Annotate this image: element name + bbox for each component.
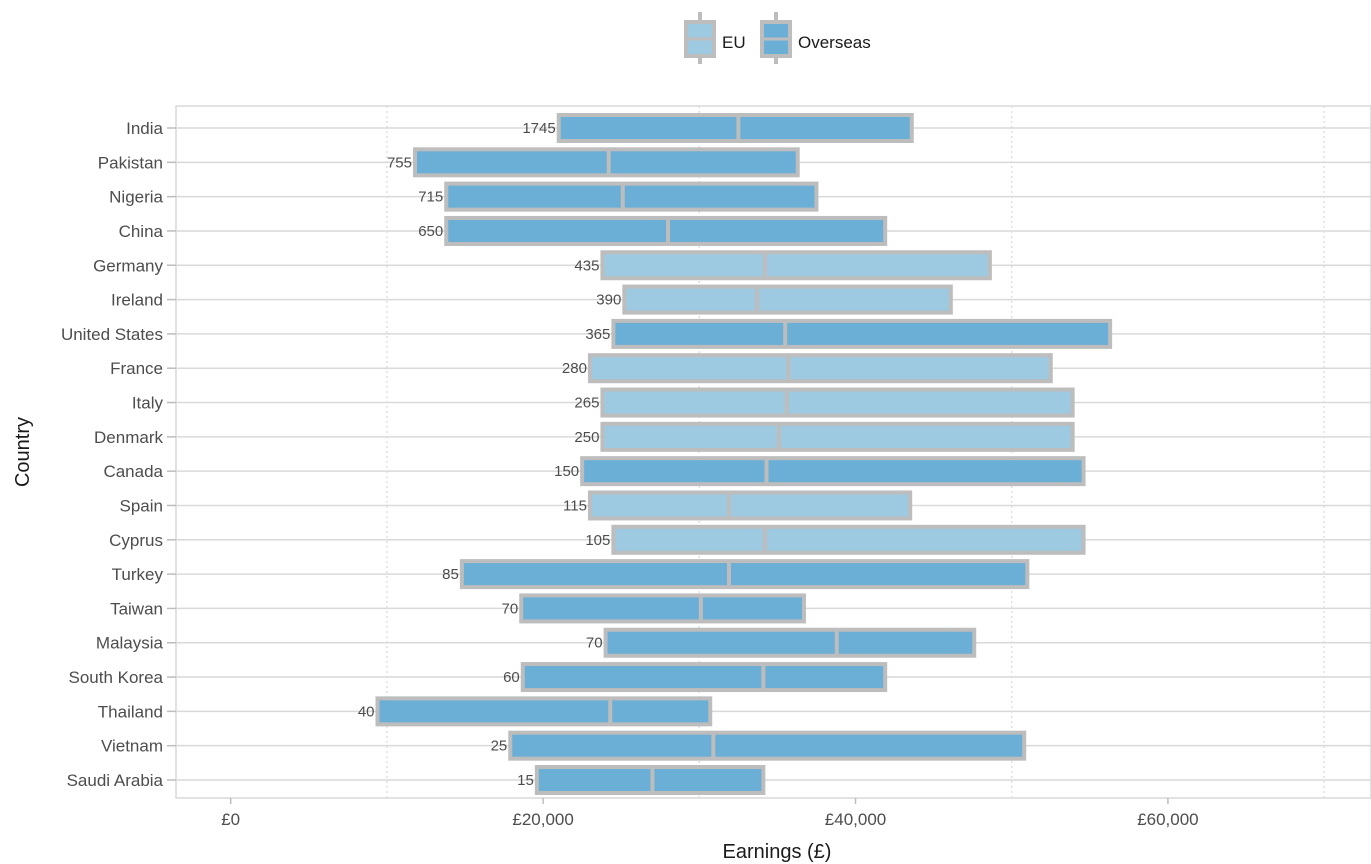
bar-range — [600, 250, 992, 281]
legend-key — [684, 12, 716, 64]
y-tick-label: Germany — [93, 256, 163, 275]
bar-cyprus — [611, 524, 1086, 555]
bar-china — [444, 215, 888, 246]
x-tick-label: £20,000 — [512, 810, 573, 829]
bar-range — [508, 730, 1027, 761]
count-label: 1745 — [522, 120, 555, 137]
y-tick-label: Taiwan — [110, 599, 163, 618]
bar-range — [375, 696, 713, 727]
bar-taiwan — [519, 593, 806, 624]
y-tick-label: Nigeria — [109, 188, 163, 207]
count-label: 105 — [585, 532, 610, 549]
y-tick-labels: India Pakistan Nigeria China Germany Ireland U… — [61, 119, 176, 790]
bar-range — [600, 387, 1075, 418]
count-label: 70 — [586, 635, 603, 652]
bar-range — [611, 318, 1113, 349]
x-axis-title: Earnings (£) — [723, 841, 832, 863]
y-tick-label: United States — [61, 325, 163, 344]
count-label: 715 — [418, 189, 443, 206]
x-tick-label: £0 — [221, 810, 240, 829]
count-label: 150 — [554, 463, 579, 480]
legend-label: EU — [722, 33, 746, 52]
bar-range — [600, 421, 1075, 452]
bar-thailand — [375, 696, 713, 727]
bar-united-states — [611, 318, 1113, 349]
count-label: 15 — [517, 772, 534, 789]
bar-range — [580, 456, 1086, 487]
count-label: 70 — [502, 600, 519, 617]
bar-ireland — [622, 284, 953, 315]
bar-india — [556, 113, 914, 143]
count-label: 365 — [585, 326, 610, 343]
count-label: 60 — [503, 669, 520, 686]
count-label: 755 — [387, 154, 412, 171]
bar-nigeria — [444, 181, 819, 212]
y-tick-label: Canada — [103, 462, 163, 481]
bar-malaysia — [603, 627, 977, 658]
bar-denmark — [600, 421, 1075, 452]
bar-range — [413, 147, 800, 178]
bar-vietnam — [508, 730, 1027, 761]
bar-saudi-arabia — [534, 765, 766, 795]
bar-range — [622, 284, 953, 315]
legend-key — [760, 12, 792, 64]
count-label: 435 — [574, 257, 599, 274]
bar-range — [534, 765, 766, 795]
count-label: 265 — [574, 395, 599, 412]
bar-italy — [600, 387, 1075, 418]
bar-range — [587, 490, 913, 521]
legend-item-overseas: Overseas — [760, 12, 871, 64]
bar-canada — [580, 456, 1086, 487]
legend-item-eu: EU — [684, 12, 746, 64]
bars — [375, 113, 1113, 795]
y-tick-label: Spain — [120, 496, 163, 515]
y-tick-label: Italy — [132, 394, 164, 413]
y-tick-label: France — [110, 359, 163, 378]
x-tick-labels: £0 £20,000 £40,000 £60,000 — [221, 798, 1199, 829]
count-label: 650 — [418, 223, 443, 240]
y-tick-label: Cyprus — [109, 531, 163, 550]
y-tick-label: Saudi Arabia — [67, 771, 164, 790]
y-tick-label: Vietnam — [101, 737, 163, 756]
bar-range — [444, 215, 888, 246]
count-label: 115 — [563, 497, 587, 514]
y-tick-label: Denmark — [94, 428, 163, 447]
y-tick-label: Pakistan — [98, 153, 163, 172]
y-tick-label: Turkey — [112, 565, 164, 584]
x-tick-label: £40,000 — [825, 810, 886, 829]
legend: EU Overseas — [684, 12, 871, 64]
count-label: 280 — [562, 360, 587, 377]
y-axis-title: Country — [12, 417, 34, 487]
bar-france — [587, 353, 1053, 384]
bar-range — [611, 524, 1086, 555]
bar-range — [444, 181, 819, 212]
y-tick-label: Ireland — [111, 291, 163, 310]
count-label: 390 — [596, 292, 621, 309]
y-tick-label: India — [126, 119, 163, 138]
legend-label: Overseas — [798, 33, 871, 52]
y-tick-label: China — [119, 222, 164, 241]
bar-spain — [587, 490, 913, 521]
bar-range — [520, 662, 888, 693]
bar-range — [587, 353, 1053, 384]
bar-pakistan — [413, 147, 800, 178]
count-label: 25 — [491, 738, 508, 755]
bar-range — [459, 559, 1030, 590]
count-label: 250 — [574, 429, 599, 446]
count-labels: 1745 755 715 650 435 390 365 280 265 250 150 115 105… — [358, 120, 621, 789]
y-tick-label: Thailand — [98, 702, 163, 721]
bar-south-korea — [520, 662, 888, 693]
y-tick-label: South Korea — [68, 668, 163, 687]
count-label: 40 — [358, 703, 375, 720]
bar-germany — [600, 250, 992, 281]
y-tick-label: Malaysia — [96, 634, 164, 653]
bar-turkey — [459, 559, 1030, 590]
bar-range — [519, 593, 806, 624]
count-label: 85 — [442, 566, 459, 583]
x-tick-label: £60,000 — [1137, 810, 1198, 829]
bar-range — [556, 113, 914, 143]
bar-range — [603, 627, 977, 658]
